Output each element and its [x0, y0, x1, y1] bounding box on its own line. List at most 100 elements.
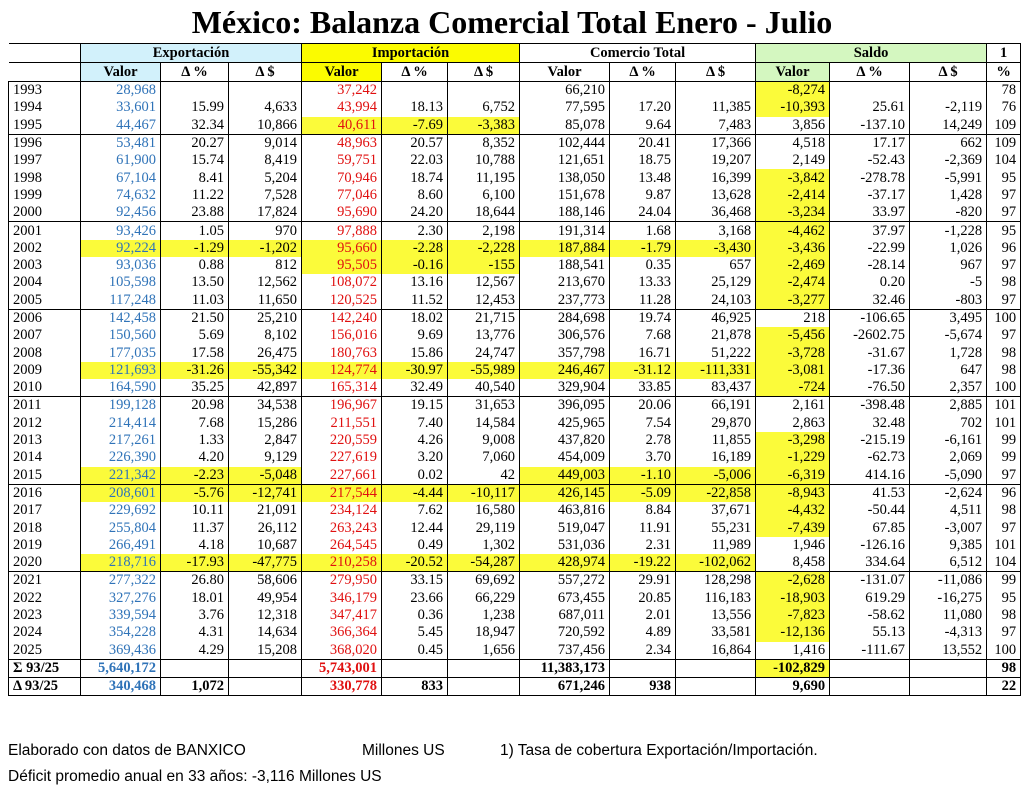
table-row: 2001 93,426 1.05 970 97,888 2.30 2,198 191,314 1…: [8, 221, 1022, 240]
table-cell: -111.67: [829, 641, 911, 660]
table-cell: 2.30: [381, 221, 449, 240]
column-header: Δ $: [227, 62, 303, 82]
table-cell: -3,383: [447, 116, 521, 135]
table-cell: 97,888: [301, 221, 383, 240]
table-cell: [381, 81, 449, 100]
column-header-row: Valor Δ % Δ $ Valor Δ % Δ $ Valor Δ % Δ $ Valor Δ …: [8, 62, 1022, 82]
table-cell: -724: [755, 379, 831, 398]
column-header: Δ %: [160, 62, 229, 82]
table-cell: 20.57: [381, 134, 449, 153]
table-cell: 263,243: [301, 519, 383, 537]
table-cell: 25.61: [829, 99, 911, 117]
table-cell: 3,168: [675, 221, 757, 240]
table-cell: 7.62: [381, 502, 449, 520]
header-corner-lower: [8, 62, 81, 82]
table-cell: 18.01: [160, 589, 229, 607]
table-cell: 83,437: [675, 379, 757, 398]
table-cell: 109: [986, 134, 1022, 153]
table-cell: 128,298: [675, 571, 757, 590]
table-cell: 11.52: [381, 291, 449, 310]
table-cell: 96: [986, 484, 1022, 503]
table-row: 2018 255,804 11.37 26,112 263,243 12.44 29,119…: [8, 519, 1022, 537]
table-cell: 98: [986, 274, 1022, 292]
table-row: 2007 150,560 5.69 8,102 156,016 9.69 13,776 306…: [8, 327, 1022, 345]
table-cell: 78: [986, 81, 1022, 100]
table-cell: 340,468: [80, 677, 161, 697]
table-cell: 164,590: [80, 379, 161, 398]
table-cell: 17.20: [609, 99, 677, 117]
table-cell: 15,208: [227, 641, 303, 660]
table-cell: 33,581: [675, 624, 757, 642]
table-cell: 13,552: [909, 641, 988, 660]
table-row: Σ 93/25 5,640,172 5,743,001 11,383,173 -102,…: [8, 658, 1022, 679]
table-cell: -3,277: [755, 291, 831, 310]
table-cell: 334.64: [829, 554, 911, 573]
table-cell: 97: [986, 186, 1022, 205]
table-cell: 5.69: [160, 327, 229, 345]
table-cell: 97: [986, 204, 1022, 223]
table-cell: 426,145: [519, 484, 611, 503]
table-cell: 347,417: [301, 606, 383, 625]
table-cell: -5.09: [609, 484, 677, 503]
table-cell: -155: [447, 256, 521, 275]
table-cell: 7,060: [447, 449, 521, 467]
table-cell: 156,016: [301, 327, 383, 345]
table-cell: 105,598: [80, 274, 161, 292]
table-cell: 16,864: [675, 641, 757, 660]
table-cell: [447, 81, 521, 100]
table-cell: 266,491: [80, 536, 161, 555]
table-cell: 264,545: [301, 536, 383, 555]
table-cell: -37.17: [829, 186, 911, 205]
table-cell: 32.46: [829, 291, 911, 310]
table-cell: 11,385: [675, 99, 757, 117]
table-cell: 95,660: [301, 239, 383, 257]
table-cell: -1,229: [755, 449, 831, 467]
table-cell: 33.15: [381, 571, 449, 590]
average-deficit-note: Déficit promedio anual en 33 años: -3,11…: [8, 768, 382, 785]
table-row: 2024 354,228 4.31 14,634 366,364 5.45 18,947 72…: [8, 624, 1022, 642]
table-cell: 8.60: [381, 186, 449, 205]
units-note: Millones US: [362, 742, 445, 759]
table-cell: 92,456: [80, 204, 161, 223]
table-cell: 20.85: [609, 589, 677, 607]
table-cell: 37.97: [829, 221, 911, 240]
table-cell: 210,258: [301, 554, 383, 573]
table-cell: 46,925: [675, 309, 757, 328]
table-cell: 70,946: [301, 169, 383, 187]
table-cell: 29,119: [447, 519, 521, 537]
table-cell: 657: [675, 256, 757, 275]
table-row: 2000 92,456 23.88 17,824 95,690 24.20 18,644 18…: [8, 204, 1022, 223]
table-cell: 4,518: [755, 134, 831, 153]
table-cell: -3,728: [755, 344, 831, 362]
table-row: 2017 229,692 10.11 21,091 234,124 7.62 16,580 4…: [8, 502, 1022, 520]
table-cell: 108,072: [301, 274, 383, 292]
table-cell: 227,619: [301, 449, 383, 467]
header-corner: [8, 43, 81, 63]
table-cell: 23.88: [160, 204, 229, 223]
table-cell: -3,007: [909, 519, 988, 537]
row-label: 1997: [8, 152, 81, 170]
table-cell: 37,671: [675, 502, 757, 520]
table-cell: -20.52: [381, 554, 449, 573]
table-cell: 18,947: [447, 624, 521, 642]
table-cell: 11.37: [160, 519, 229, 537]
table-cell: 33.97: [829, 204, 911, 223]
table-cell: -3,842: [755, 169, 831, 187]
table-cell: 737,456: [519, 641, 611, 660]
table-cell: -4.44: [381, 484, 449, 503]
table-row: 2009 121,693 -31.26 -55,342 124,774 -30.97 -55…: [8, 361, 1022, 380]
table-cell: -31.67: [829, 344, 911, 362]
table-cell: 7.68: [160, 414, 229, 432]
row-label: 2019: [8, 536, 81, 555]
table-cell: -17.36: [829, 361, 911, 380]
table-cell: 6,100: [447, 186, 521, 205]
column-header: Valor: [755, 62, 831, 82]
table-cell: 6,752: [447, 99, 521, 117]
table-cell: 339,594: [80, 606, 161, 625]
table-cell: -16,275: [909, 589, 988, 607]
table-cell: 66,191: [675, 396, 757, 415]
table-cell: 120,525: [301, 291, 383, 310]
table-cell: 117,248: [80, 291, 161, 310]
table-cell: -1.79: [609, 239, 677, 257]
table-row: 2015 221,342 -2.23 -5,048 227,661 0.02 42 449,0…: [8, 466, 1022, 485]
